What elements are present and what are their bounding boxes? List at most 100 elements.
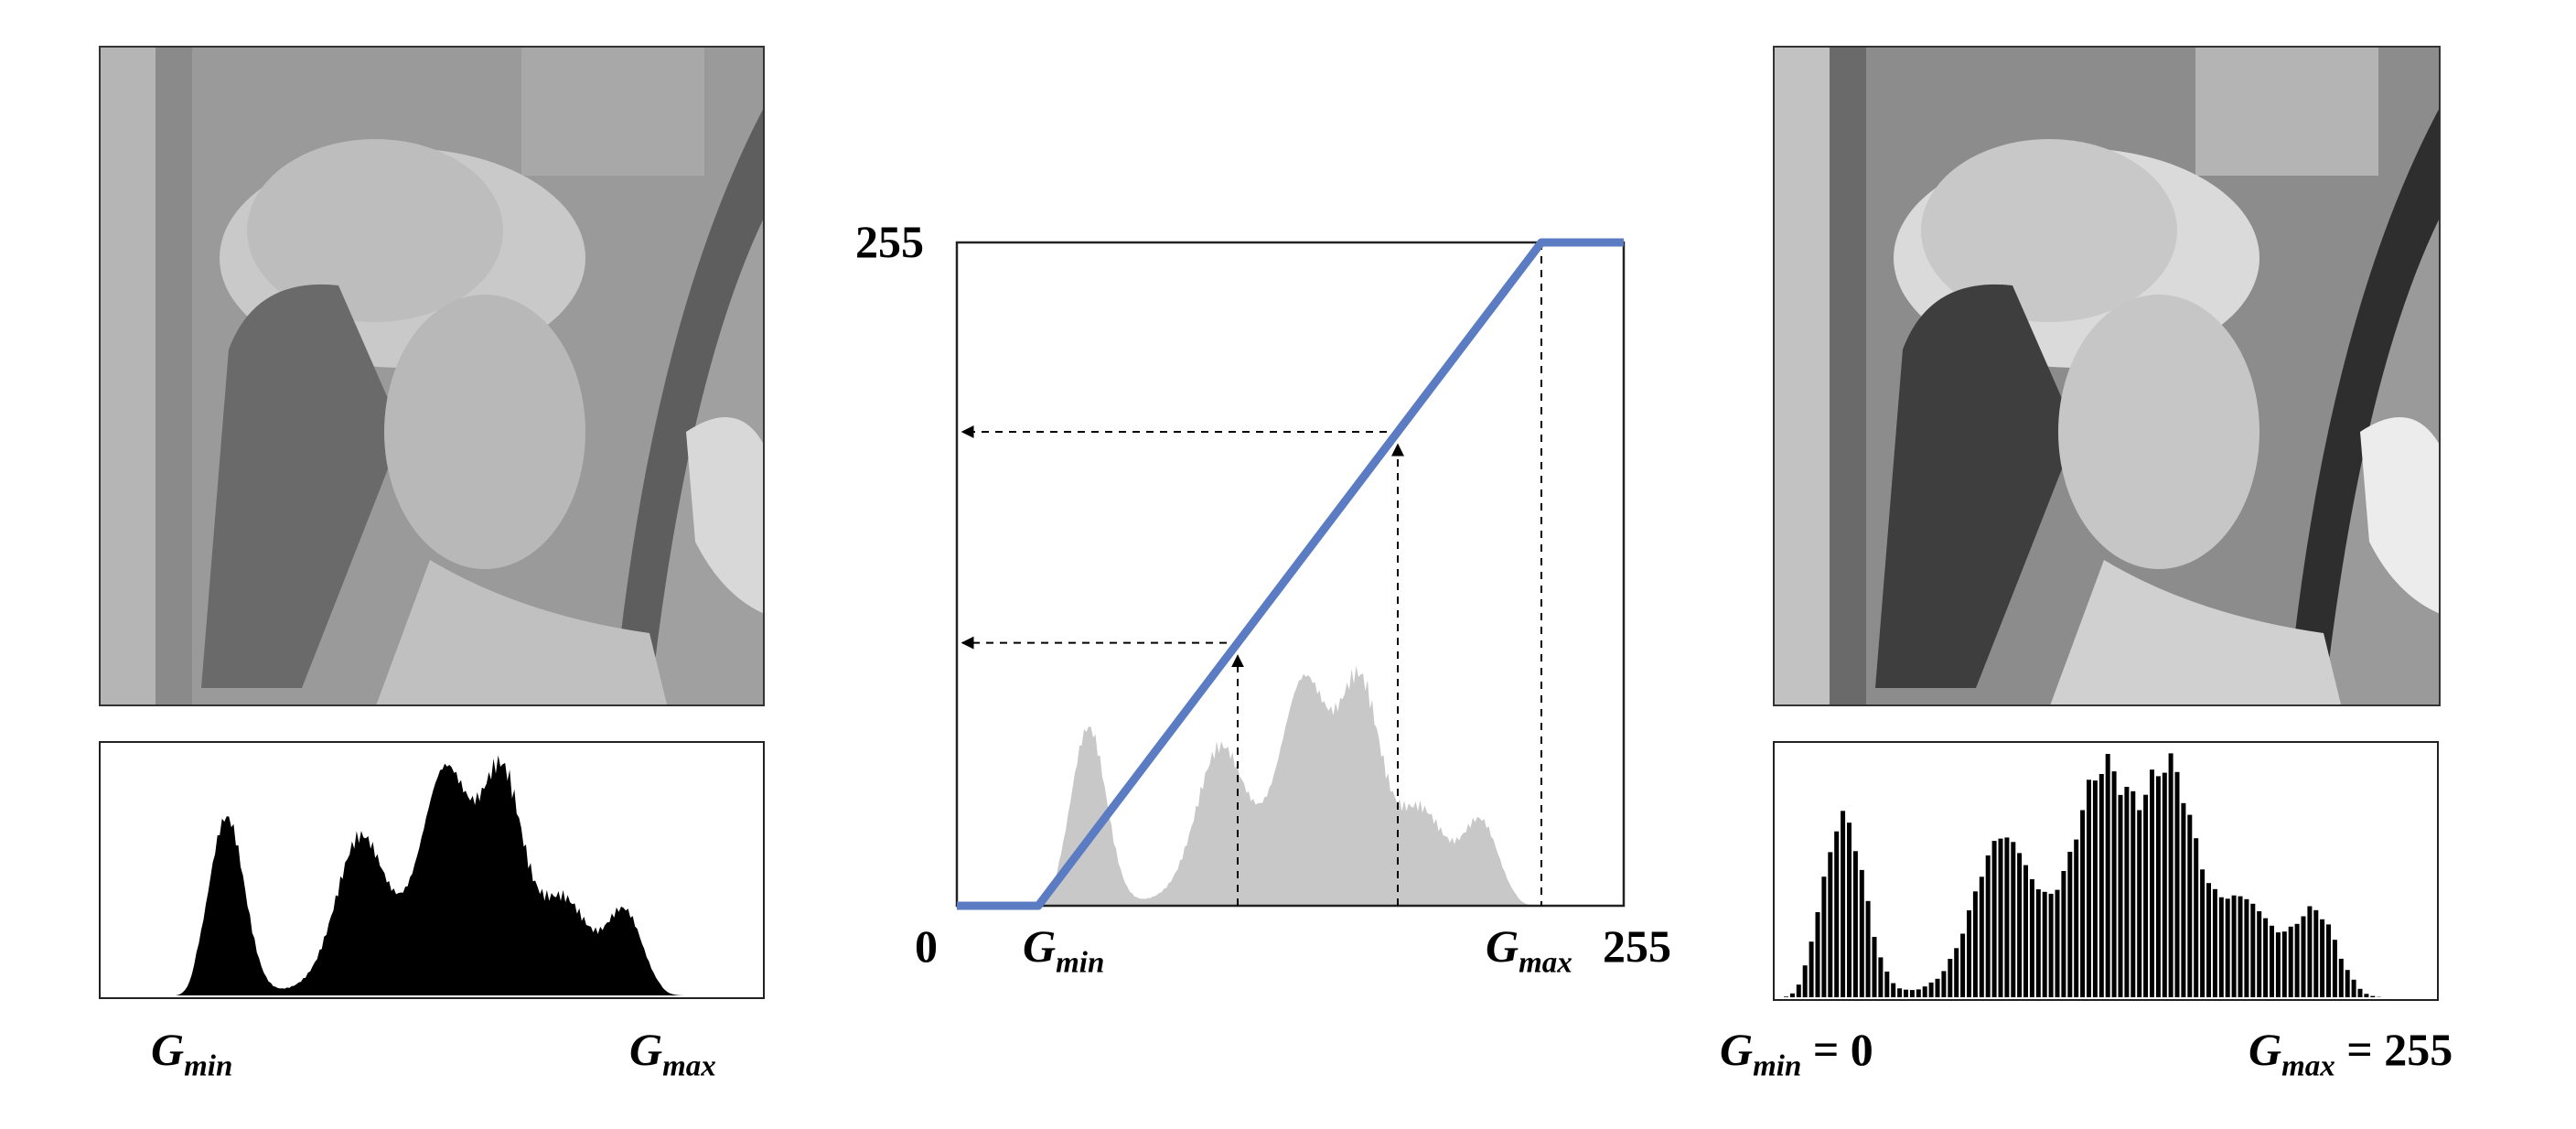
histogram-bar [1916,989,1921,997]
right-gmin-label: Gmin = 0 [1720,1024,1873,1083]
histogram-bar [1922,986,1927,997]
input-histogram-area [1038,665,1541,906]
histogram-bar [2200,869,2206,997]
x-axis-origin-label: 0 [915,920,938,972]
center-gmax-label: Gmax [1486,920,1572,980]
transfer-function-plot [955,238,1626,910]
histogram-bar [2301,916,2306,997]
left-gmin-label: Gmin [151,1024,233,1083]
histogram-bar [2238,896,2243,997]
histogram-bar [1872,937,1877,997]
histogram-bar [2042,891,2047,997]
histogram-bar [2357,988,2363,997]
y-axis-max-label: 255 [855,216,924,267]
histogram-bar [1852,851,1858,997]
stretched-histogram-plot [1784,753,2382,997]
histogram-bar [2218,897,2224,997]
center-gmin-label: Gmin [1023,920,1105,980]
histogram-bar [1985,855,1991,997]
histogram-bar [2370,995,2376,997]
histogram-bar [1941,971,1947,997]
histogram-bar [2181,802,2186,997]
histogram-bar [1834,831,1840,997]
histogram-bar [1809,941,1814,997]
plot-frame [955,241,1626,908]
histogram-bar [2250,903,2256,997]
histogram-bar [2137,810,2142,997]
histogram-bar [2131,790,2136,997]
histogram-bar [1815,912,1820,997]
left-gmax-label: Gmax [629,1024,716,1083]
histogram-bar [1891,983,1896,997]
histogram-bar [1859,869,1864,997]
histogram-bar [2029,879,2034,997]
histogram-bar [2143,794,2149,997]
histogram-bar [1884,971,1890,997]
histogram-bar [2098,774,2104,997]
histogram-bar [1897,988,1903,997]
histogram-bar [2155,776,2161,997]
histogram-bar [2294,923,2300,997]
histogram-bar [1954,948,1959,997]
histogram-bar [2288,926,2293,997]
histogram-bar [1789,993,1795,997]
histogram-area [176,755,686,995]
histogram-bar [2150,769,2154,997]
histogram-bar [1784,996,1788,997]
histogram-bar [2332,940,2337,997]
histogram-bar [2326,924,2331,997]
histogram-bar [2307,906,2313,997]
histogram-bar [2174,771,2180,997]
histogram-bar [1909,990,1915,997]
histogram-bar [1998,838,2003,997]
histogram-bar [1878,957,1884,997]
histogram-bar [2023,865,2028,997]
histogram-bar [2035,889,2041,997]
histogram-bar [2017,853,2023,997]
histogram-bar [1904,989,1908,997]
histogram-bar [1865,900,1871,997]
histogram-bar [2231,895,2237,997]
histogram-bar [1972,891,1978,997]
histogram-bar [2275,932,2281,997]
stretched-histogram [1773,741,2439,1001]
histogram-bar [1928,982,1934,997]
histogram-bar [1991,841,1997,997]
histogram-bar [2313,909,2319,997]
right-gmax-label: Gmax = 255 [2249,1024,2453,1083]
original-image [99,46,765,706]
x-axis-max-label: 255 [1603,920,1671,972]
histogram-bar [2194,838,2199,997]
histogram-bar [2055,889,2060,997]
histogram-bar [2345,970,2350,997]
histogram-bar [1841,811,1846,997]
histogram-bar [2061,871,2066,997]
histogram-bar [1796,984,1801,997]
original-histogram [99,741,765,999]
histogram-bar [1979,876,1984,997]
histogram-bar [2351,979,2356,997]
histogram-bar [2118,794,2123,997]
histogram-bar [2048,893,2054,997]
histogram-bar [2270,925,2274,997]
transfer-function-diagram [951,233,1647,910]
histogram-bar [2074,839,2079,997]
histogram-bar [2105,754,2110,997]
histogram-bar [2364,994,2369,997]
histogram-bar [2080,810,2086,997]
stretched-image [1773,46,2441,706]
histogram-bar [2212,888,2217,997]
histogram-bar [2087,780,2091,997]
histogram-bar [2244,898,2249,997]
histogram-bar [2111,771,2117,997]
histogram-bar [1847,823,1852,997]
histogram-bar [1967,910,1971,997]
stretched-image-drawing [1775,48,2439,704]
histogram-bar [2206,883,2211,997]
histogram-bar [2168,753,2174,997]
histogram-bar [2320,919,2325,997]
histogram-bar [2092,780,2098,997]
histogram-bar [2257,911,2262,997]
original-image-drawing [101,48,763,704]
histogram-bar [1828,852,1833,997]
